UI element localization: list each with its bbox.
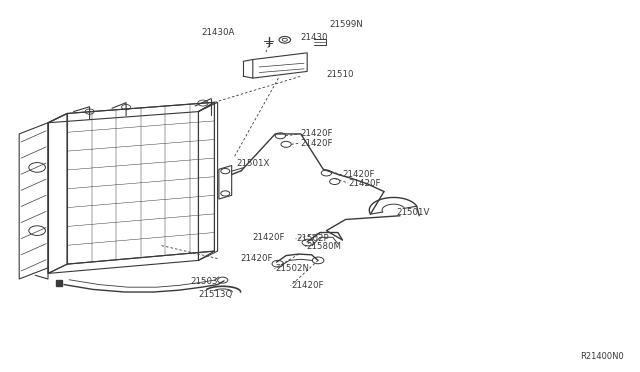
Text: 21420F: 21420F <box>291 281 324 290</box>
Text: 21420F: 21420F <box>301 129 333 138</box>
Text: 21420F: 21420F <box>342 170 375 179</box>
Text: 21502N: 21502N <box>275 264 309 273</box>
Text: 21420F: 21420F <box>240 254 273 263</box>
Text: 21513Q: 21513Q <box>198 291 233 299</box>
Text: 21420F: 21420F <box>253 233 285 242</box>
Text: R21400N0: R21400N0 <box>580 352 624 361</box>
Text: 21580M: 21580M <box>306 242 341 251</box>
Text: 21599N: 21599N <box>330 20 364 29</box>
Text: 21430A: 21430A <box>202 28 235 37</box>
Text: 21503: 21503 <box>190 277 218 286</box>
Text: 21502P: 21502P <box>296 234 329 243</box>
Text: 21420F: 21420F <box>349 179 381 187</box>
Text: 21430: 21430 <box>301 33 328 42</box>
Text: 21420F: 21420F <box>301 139 333 148</box>
Text: 21501V: 21501V <box>397 208 430 217</box>
Text: 21510: 21510 <box>326 70 354 79</box>
Text: 21501X: 21501X <box>237 159 270 168</box>
